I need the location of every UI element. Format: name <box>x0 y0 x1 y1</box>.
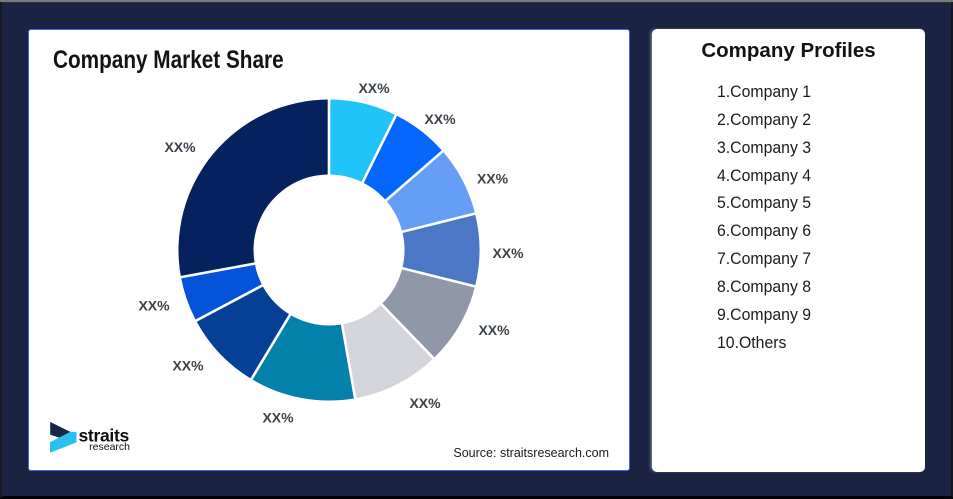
svg-text:XX%: XX% <box>424 111 456 127</box>
svg-text:XX%: XX% <box>262 409 294 425</box>
svg-text:XX%: XX% <box>492 245 524 261</box>
svg-text:straits: straits <box>79 426 130 446</box>
svg-text:XX%: XX% <box>358 80 390 96</box>
svg-text:XX%: XX% <box>409 395 441 411</box>
svg-text:XX%: XX% <box>164 139 196 155</box>
svg-text:XX%: XX% <box>477 171 509 187</box>
svg-text:XX%: XX% <box>478 322 510 338</box>
svg-text:XX%: XX% <box>138 298 170 314</box>
svg-text:research: research <box>89 441 130 453</box>
svg-text:XX%: XX% <box>172 357 204 373</box>
